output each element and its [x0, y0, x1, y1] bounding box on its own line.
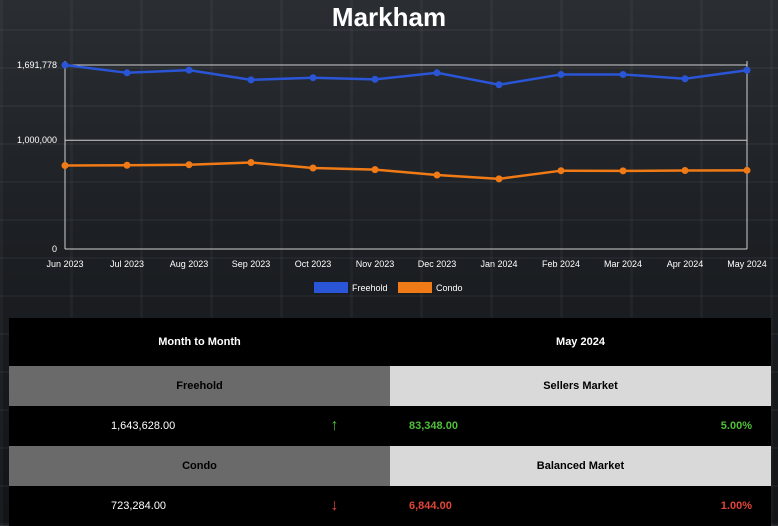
data-point-condo — [557, 167, 565, 175]
data-point-freehold — [495, 81, 503, 89]
freehold-change: 83,348.00 — [409, 420, 458, 432]
chart-series — [61, 61, 751, 183]
condo-market-status: Balanced Market — [390, 446, 771, 486]
x-tick-label: Dec 2023 — [418, 259, 457, 269]
series-line-freehold — [64, 63, 748, 87]
condo-percent: 1.00% — [720, 500, 752, 512]
data-point-condo — [495, 175, 503, 183]
x-tick-label: Jul 2023 — [110, 259, 144, 269]
x-tick-label: Sep 2023 — [232, 259, 271, 269]
data-point-freehold — [309, 74, 317, 82]
freehold-value-row: 1,643,628.00 ↑ 83,348.00 5.00% — [9, 406, 771, 446]
data-point-condo — [247, 159, 255, 167]
arrow-down-icon: ↓ — [330, 497, 339, 514]
month-to-month-header: Month to Month — [158, 336, 241, 348]
data-point-freehold — [61, 61, 69, 69]
chart-axes: 0 1,000,000 1,691,778 Jun 2023 Jul 2023 Aug 2… — [17, 60, 767, 269]
data-point-freehold — [681, 75, 689, 83]
condo-change: 6,844.00 — [409, 500, 452, 512]
x-tick-label: Aug 2023 — [170, 259, 209, 269]
condo-price: 723,284.00 — [111, 500, 167, 512]
data-point-condo — [619, 167, 627, 175]
y-tick-label: 1,000,000 — [17, 135, 57, 145]
page-title: Markham — [331, 2, 447, 32]
data-point-condo — [743, 166, 751, 174]
data-point-condo — [433, 171, 441, 179]
data-point-freehold — [743, 66, 751, 74]
y-tick-label: 1,691,778 — [17, 60, 57, 70]
x-tick-label: Jun 2023 — [46, 259, 83, 269]
chart-legend: Freehold Condo — [314, 282, 463, 293]
data-point-freehold — [433, 69, 441, 77]
series-line-condo — [64, 161, 748, 181]
x-tick-label: Mar 2024 — [604, 259, 642, 269]
data-point-freehold — [619, 70, 627, 78]
data-point-freehold — [123, 69, 131, 77]
data-point-condo — [309, 164, 317, 172]
x-tick-label: May 2024 — [727, 259, 767, 269]
chart-gridlines — [65, 64, 747, 250]
period-header: May 2024 — [556, 336, 605, 348]
data-point-condo — [185, 161, 193, 169]
data-point-freehold — [185, 66, 193, 74]
x-tick-label: Jan 2024 — [480, 259, 517, 269]
condo-label-row: Condo Balanced Market — [9, 446, 771, 486]
market-summary-table: Month to Month May 2024 Freehold Sellers… — [9, 318, 771, 526]
x-tick-label: Apr 2024 — [667, 259, 704, 269]
data-point-freehold — [557, 70, 565, 78]
freehold-percent: 5.00% — [720, 420, 752, 432]
freehold-label: Freehold — [9, 366, 390, 406]
table-header-row: Month to Month May 2024 — [9, 318, 771, 366]
legend-label-condo: Condo — [436, 283, 463, 293]
legend-label-freehold: Freehold — [352, 283, 388, 293]
arrow-up-icon: ↑ — [330, 417, 339, 434]
condo-label: Condo — [9, 446, 390, 486]
x-tick-label: Oct 2023 — [295, 259, 332, 269]
condo-value-row: 723,284.00 ↓ 6,844.00 1.00% — [9, 486, 771, 526]
data-point-condo — [681, 166, 689, 174]
data-point-condo — [61, 161, 69, 169]
legend-swatch-freehold — [314, 282, 348, 293]
price-line-chart: 0 1,000,000 1,691,778 Jun 2023 Jul 2023 Aug 2… — [17, 60, 767, 293]
data-point-condo — [371, 166, 379, 174]
freehold-market-status: Sellers Market — [390, 366, 771, 406]
x-tick-label: Feb 2024 — [542, 259, 580, 269]
freehold-label-row: Freehold Sellers Market — [9, 366, 771, 406]
x-tick-label: Nov 2023 — [356, 259, 395, 269]
y-tick-label: 0 — [52, 244, 57, 254]
data-point-freehold — [371, 75, 379, 83]
legend-swatch-condo — [398, 282, 432, 293]
data-point-freehold — [247, 76, 255, 84]
data-point-condo — [123, 161, 131, 169]
freehold-price: 1,643,628.00 — [111, 420, 176, 432]
